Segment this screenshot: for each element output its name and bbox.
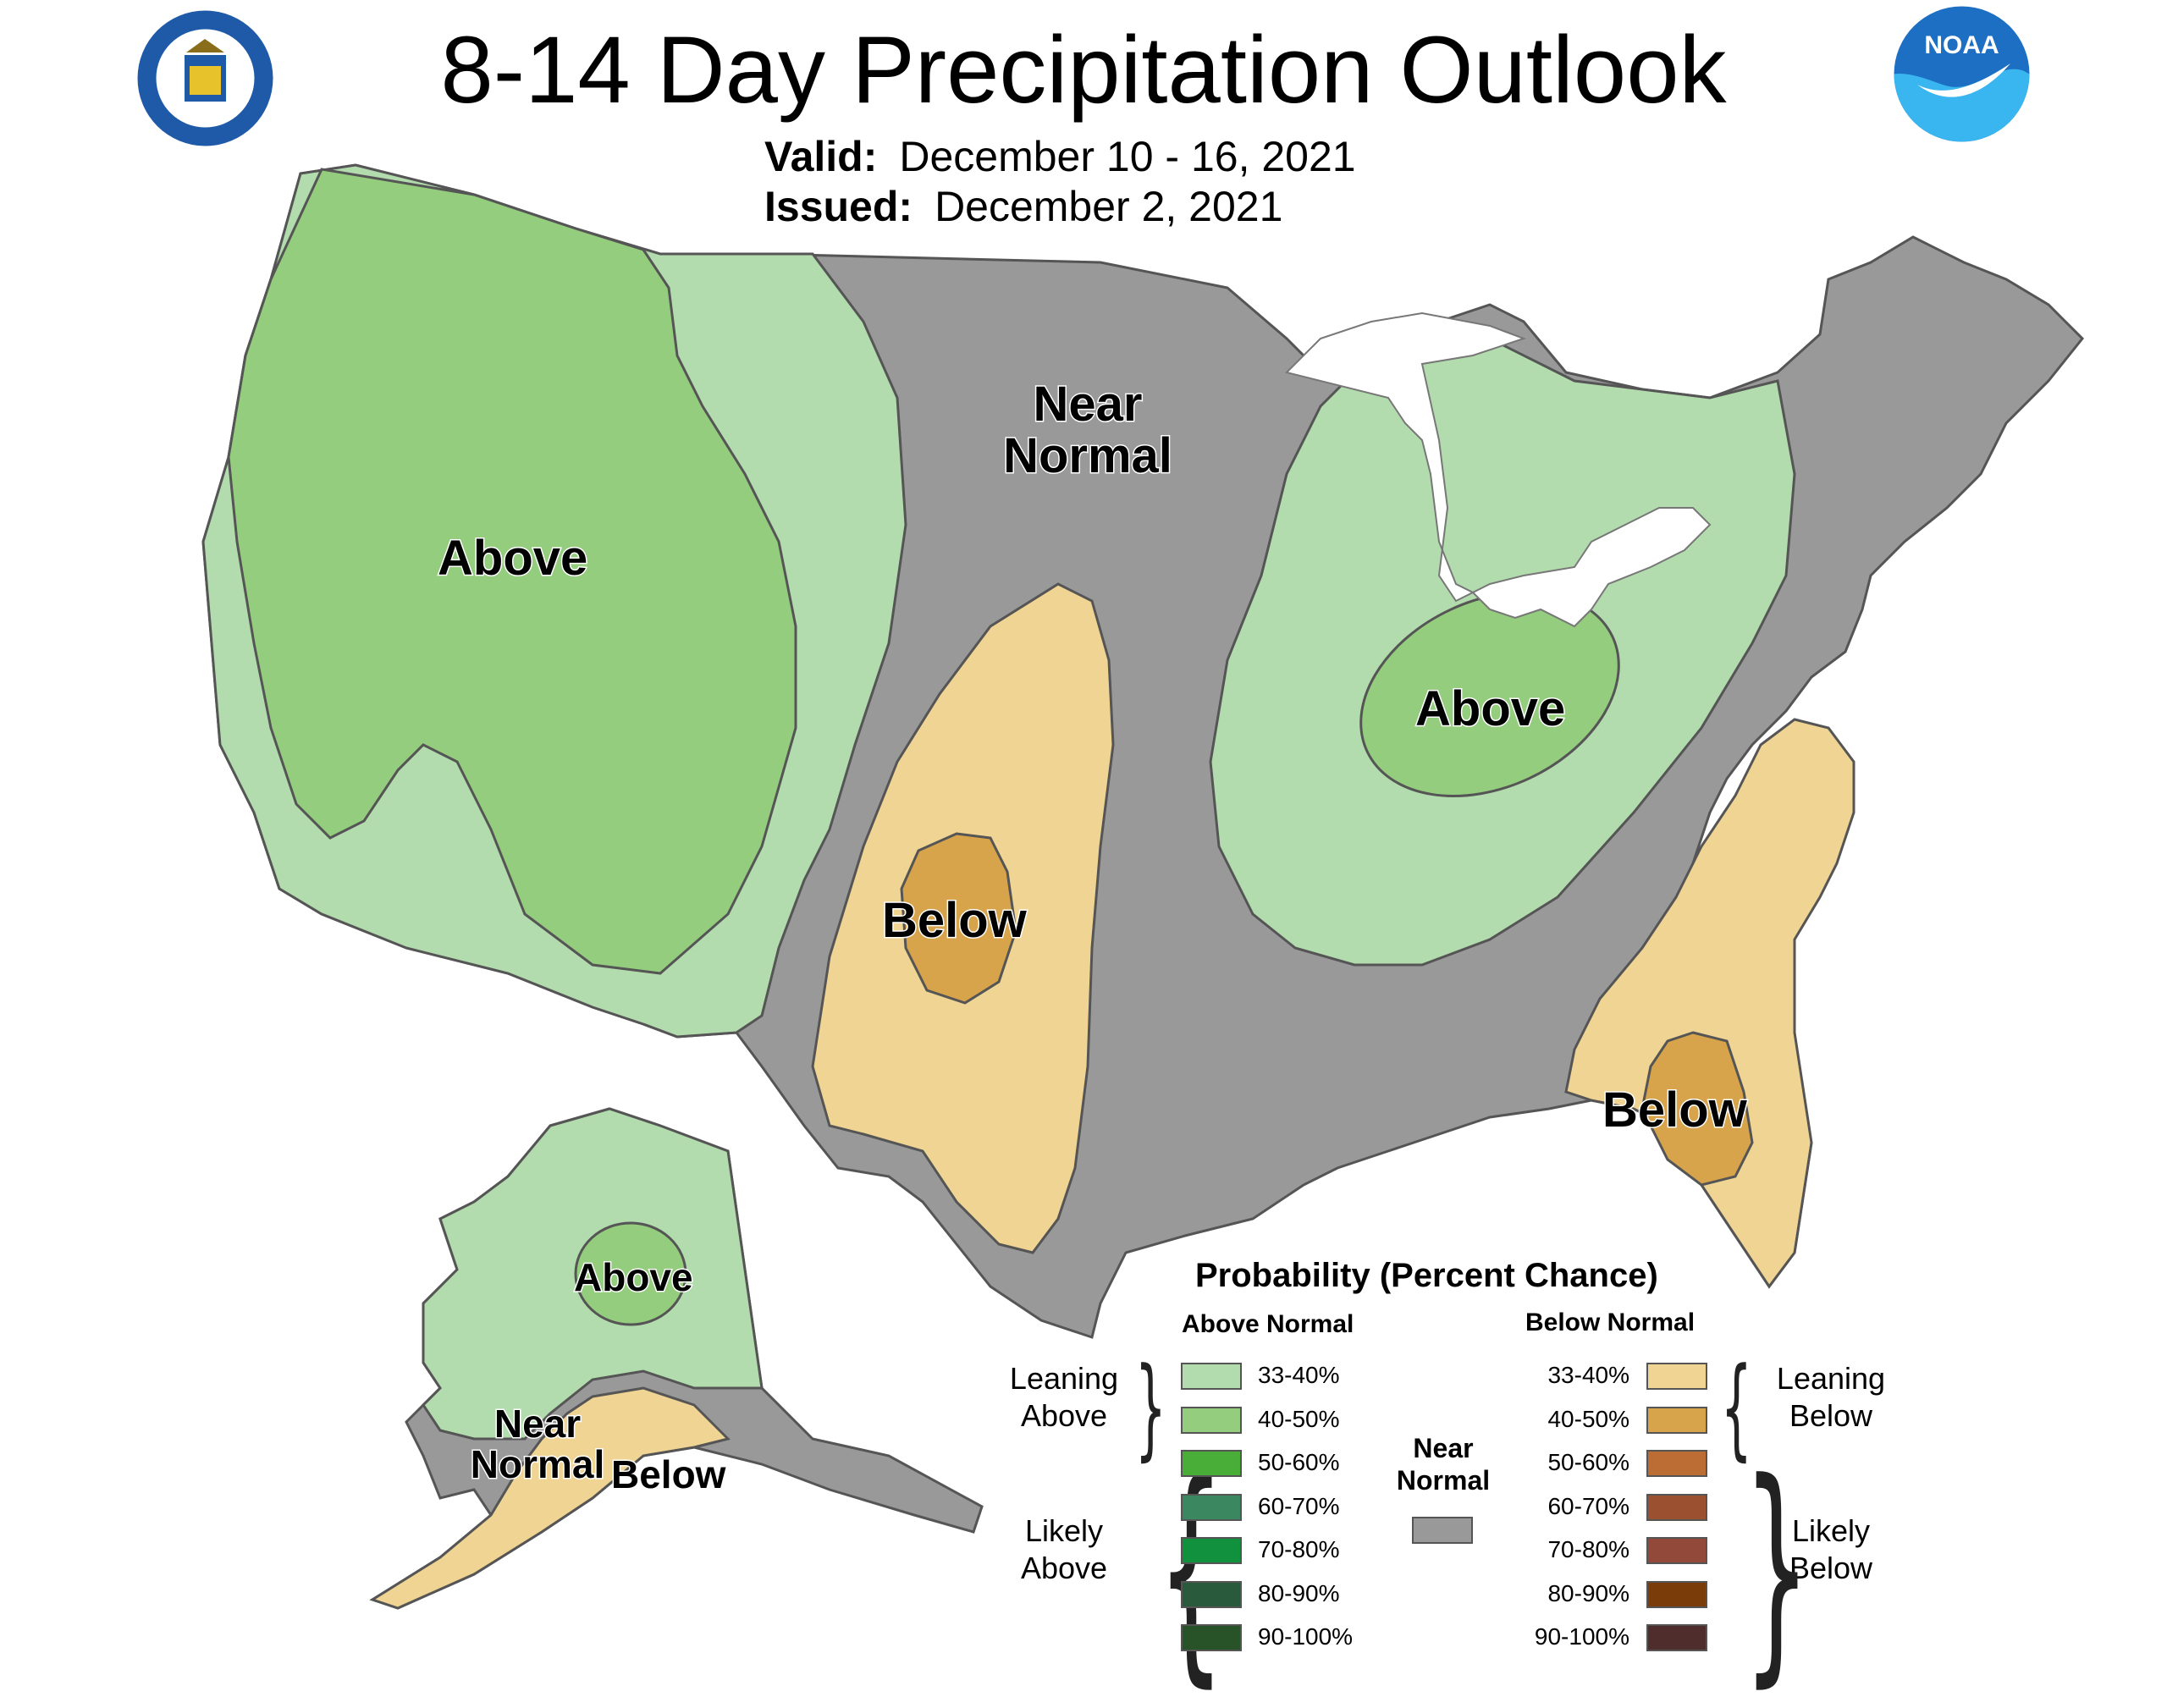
southeast-below-core-area xyxy=(1640,1031,1754,1187)
below-legend-range-label: 70-80% xyxy=(1547,1536,1629,1562)
below-legend-swatch xyxy=(1646,1450,1707,1477)
below-legend-swatch xyxy=(1646,1406,1707,1434)
above-legend-range-label: 60-70% xyxy=(1258,1492,1340,1519)
above-legend-swatch xyxy=(1181,1580,1242,1608)
below-legend-range-label: 50-60% xyxy=(1547,1449,1629,1475)
below-legend-swatch xyxy=(1646,1363,1707,1390)
region-label-west-above: Above xyxy=(436,531,588,586)
below-legend-swatch xyxy=(1646,1537,1707,1564)
region-label-alaska-near-normal: Near Normal xyxy=(469,1402,605,1487)
below-legend-range-label: 80-90% xyxy=(1547,1579,1629,1606)
region-label-alaska-below: Below xyxy=(609,1452,726,1496)
below-legend-swatch xyxy=(1646,1493,1707,1521)
above-legend-swatch xyxy=(1181,1363,1242,1390)
legend-brace-icon: { xyxy=(1720,1343,1752,1472)
above-legend-range-label: 90-100% xyxy=(1258,1623,1354,1650)
valid-label: Valid: xyxy=(764,133,878,180)
issued-label: Issued: xyxy=(764,183,913,230)
issued-date-line: Issued: December 2, 2021 xyxy=(764,181,1282,232)
legend-likely-above-label: Likely Above xyxy=(1020,1513,1108,1585)
legend-below-header: Below Normal xyxy=(1525,1309,1696,1336)
below-legend-range-label: 90-100% xyxy=(1534,1623,1629,1650)
below-legend-swatch xyxy=(1646,1580,1707,1608)
region-label-plains-near-normal: Near Normal xyxy=(1002,377,1174,483)
legend-brace-icon: } xyxy=(1134,1343,1166,1472)
legend-leaning-below-label: Leaning Below xyxy=(1776,1361,1886,1433)
above-legend-range-label: 33-40% xyxy=(1258,1362,1340,1388)
legend-leaning-above-label: Leaning Above xyxy=(1009,1361,1119,1433)
below-legend-range-label: 40-50% xyxy=(1547,1405,1629,1432)
legend-title: Probability (Percent Chance) xyxy=(1195,1257,1658,1294)
plains-below-core-area xyxy=(900,832,1017,1005)
legend-above-header: Above Normal xyxy=(1182,1310,1354,1338)
below-legend-range-label: 33-40% xyxy=(1547,1362,1629,1388)
alaska-above-core-area xyxy=(574,1221,687,1326)
alaska-leaning-below-area xyxy=(369,1386,731,1610)
above-legend-range-label: 50-60% xyxy=(1258,1449,1340,1475)
west-above-core-area xyxy=(227,168,797,975)
region-label-florida-below: Below xyxy=(1602,1083,1749,1138)
above-legend-swatch xyxy=(1181,1450,1242,1477)
ohio-valley-above-core-area xyxy=(1359,591,1620,797)
commerce-seal-icon xyxy=(137,10,273,146)
above-legend-swatch xyxy=(1181,1537,1242,1564)
above-legend-range-label: 80-90% xyxy=(1258,1579,1340,1606)
valid-date-line: Valid: December 10 - 16, 2021 xyxy=(764,131,1356,182)
legend-likely-below-label: Likely Below xyxy=(1789,1513,1873,1585)
above-legend-swatch xyxy=(1181,1624,1242,1651)
above-legend-range-label: 40-50% xyxy=(1258,1405,1340,1432)
legend-brace-icon: } xyxy=(1742,1432,1811,1708)
below-legend-range-label: 60-70% xyxy=(1547,1492,1629,1519)
valid-value: December 10 - 16, 2021 xyxy=(899,133,1356,180)
legend-brace-icon: { xyxy=(1156,1432,1226,1708)
region-label-southern-plains-below: Below xyxy=(881,893,1028,948)
great-lakes xyxy=(1285,311,1712,628)
below-legend-swatch xyxy=(1646,1624,1707,1651)
above-legend-range-label: 70-80% xyxy=(1258,1536,1340,1562)
noaa-logo-icon: NOAA xyxy=(1894,6,2030,142)
noaa-logo-text: NOAA xyxy=(1924,31,1999,59)
region-label-alaska-above: Above xyxy=(573,1255,695,1299)
legend-near-normal-label: Near Normal xyxy=(1396,1433,1491,1496)
above-legend-swatch xyxy=(1181,1406,1242,1434)
region-label-ohio-valley-above: Above xyxy=(1414,681,1566,736)
legend-near-normal-swatch xyxy=(1412,1517,1473,1544)
above-legend-swatch xyxy=(1181,1493,1242,1521)
page-title: 8-14 Day Precipitation Outlook xyxy=(440,17,1727,123)
issued-value: December 2, 2021 xyxy=(935,183,1283,230)
